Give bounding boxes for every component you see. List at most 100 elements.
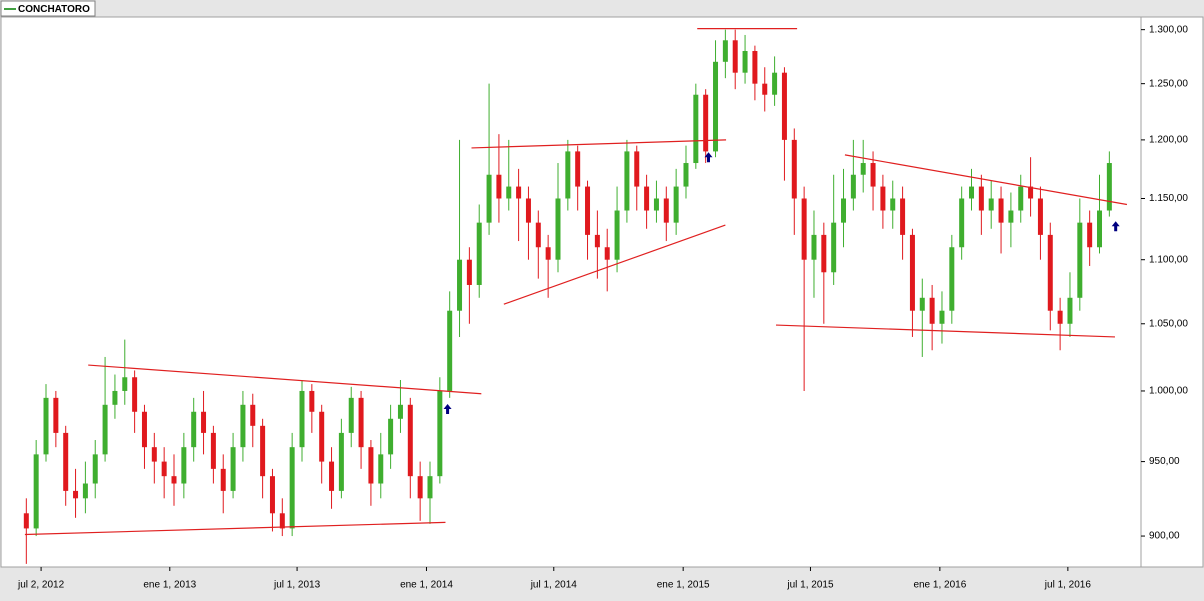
- candle-body: [978, 186, 984, 211]
- candle-body: [338, 432, 344, 491]
- y-axis-area: [1140, 16, 1204, 568]
- candle-body: [92, 454, 98, 484]
- candle-body: [831, 222, 837, 273]
- candle-body: [860, 163, 866, 175]
- candle-body: [850, 174, 856, 199]
- candle-body: [397, 404, 403, 419]
- y-tick-label: 1.250,00: [1149, 78, 1188, 89]
- candle-body: [230, 447, 236, 491]
- candle-body: [791, 139, 797, 199]
- y-tick-label: 1.100,00: [1149, 254, 1188, 265]
- candle-body: [722, 40, 728, 62]
- candle-body: [516, 186, 522, 199]
- trend-line: [844, 154, 1128, 206]
- candle-body: [319, 411, 325, 462]
- candle-body: [191, 411, 197, 448]
- candle-body: [289, 447, 295, 529]
- candle-body: [585, 186, 591, 235]
- candle-body: [1057, 310, 1063, 324]
- y-tick-label: 1.150,00: [1149, 193, 1188, 204]
- x-tick-label: jul 1, 2013: [273, 580, 321, 591]
- y-tick-label: 1.000,00: [1149, 386, 1188, 397]
- candle-body: [801, 198, 807, 260]
- trend-line: [471, 139, 727, 149]
- candle-body: [939, 310, 945, 324]
- candle-body: [476, 222, 482, 285]
- candle-body: [594, 234, 600, 248]
- candle-body: [713, 61, 719, 152]
- candle-body: [132, 377, 138, 412]
- y-tick-label: 1.050,00: [1149, 318, 1188, 329]
- trend-line: [503, 224, 726, 305]
- candle-body: [447, 310, 453, 391]
- candle-body: [565, 151, 571, 199]
- candle-body: [870, 163, 876, 187]
- candle-body: [250, 404, 256, 426]
- candle-body: [171, 476, 177, 484]
- candle-body: [122, 377, 128, 391]
- trend-line: [88, 364, 482, 395]
- candle-body: [388, 418, 394, 455]
- candle-body: [43, 397, 49, 455]
- candle-body: [998, 198, 1004, 223]
- candle-body: [486, 174, 492, 223]
- candle-body: [1087, 222, 1093, 248]
- plot-area: [0, 16, 1142, 568]
- candle-body: [23, 513, 29, 529]
- candle-body: [82, 483, 88, 499]
- candle-body: [880, 186, 886, 211]
- candle-body: [33, 454, 39, 529]
- y-tick-label: 1.300,00: [1149, 24, 1188, 35]
- candle-body: [161, 461, 167, 477]
- candle-body: [693, 94, 699, 164]
- candle-body: [112, 390, 118, 405]
- candle-body: [525, 198, 531, 223]
- candle-body: [348, 397, 354, 433]
- candle-body: [1047, 234, 1053, 311]
- candle-body: [181, 447, 187, 484]
- candle-body: [220, 468, 226, 491]
- candle-body: [762, 83, 768, 95]
- candle-body: [457, 259, 463, 311]
- candle-body: [909, 234, 915, 311]
- candle-body: [141, 411, 147, 448]
- signal-arrow: [1111, 221, 1120, 232]
- candle-body: [545, 247, 551, 260]
- candle-body: [260, 425, 266, 477]
- candle-body: [673, 186, 679, 223]
- candle-body: [890, 198, 896, 211]
- candle-body: [279, 513, 285, 529]
- x-tick-label: jul 2, 2012: [17, 580, 65, 591]
- candle-body: [417, 476, 423, 499]
- candle-body: [614, 210, 620, 260]
- candle-body: [102, 404, 108, 455]
- candle-body: [959, 198, 965, 248]
- candle-body: [1028, 186, 1034, 199]
- candle-body: [358, 397, 364, 448]
- candle-body: [949, 247, 955, 311]
- candle-body: [781, 72, 787, 140]
- candle-body: [437, 390, 443, 477]
- x-tick-label: ene 1, 2013: [143, 580, 196, 591]
- trend-line: [24, 521, 446, 536]
- candle-body: [53, 397, 59, 433]
- candle-body: [811, 234, 817, 260]
- candle-body: [919, 297, 925, 311]
- y-tick-label: 1.200,00: [1149, 135, 1188, 146]
- candle-body: [772, 72, 778, 95]
- candle-body: [466, 259, 472, 285]
- candle-body: [653, 198, 659, 211]
- candle-body: [269, 476, 275, 514]
- candle-body: [1008, 210, 1014, 223]
- candle-body: [427, 476, 433, 499]
- candle-body: [240, 404, 246, 448]
- signal-arrow: [443, 403, 452, 414]
- candle-body: [201, 411, 207, 433]
- candle-body: [821, 234, 827, 273]
- candle-body: [73, 490, 79, 499]
- candle-body: [1106, 163, 1112, 211]
- legend-label: CONCHATORO: [18, 4, 90, 15]
- candle-body: [742, 51, 748, 73]
- candle-body: [929, 297, 935, 324]
